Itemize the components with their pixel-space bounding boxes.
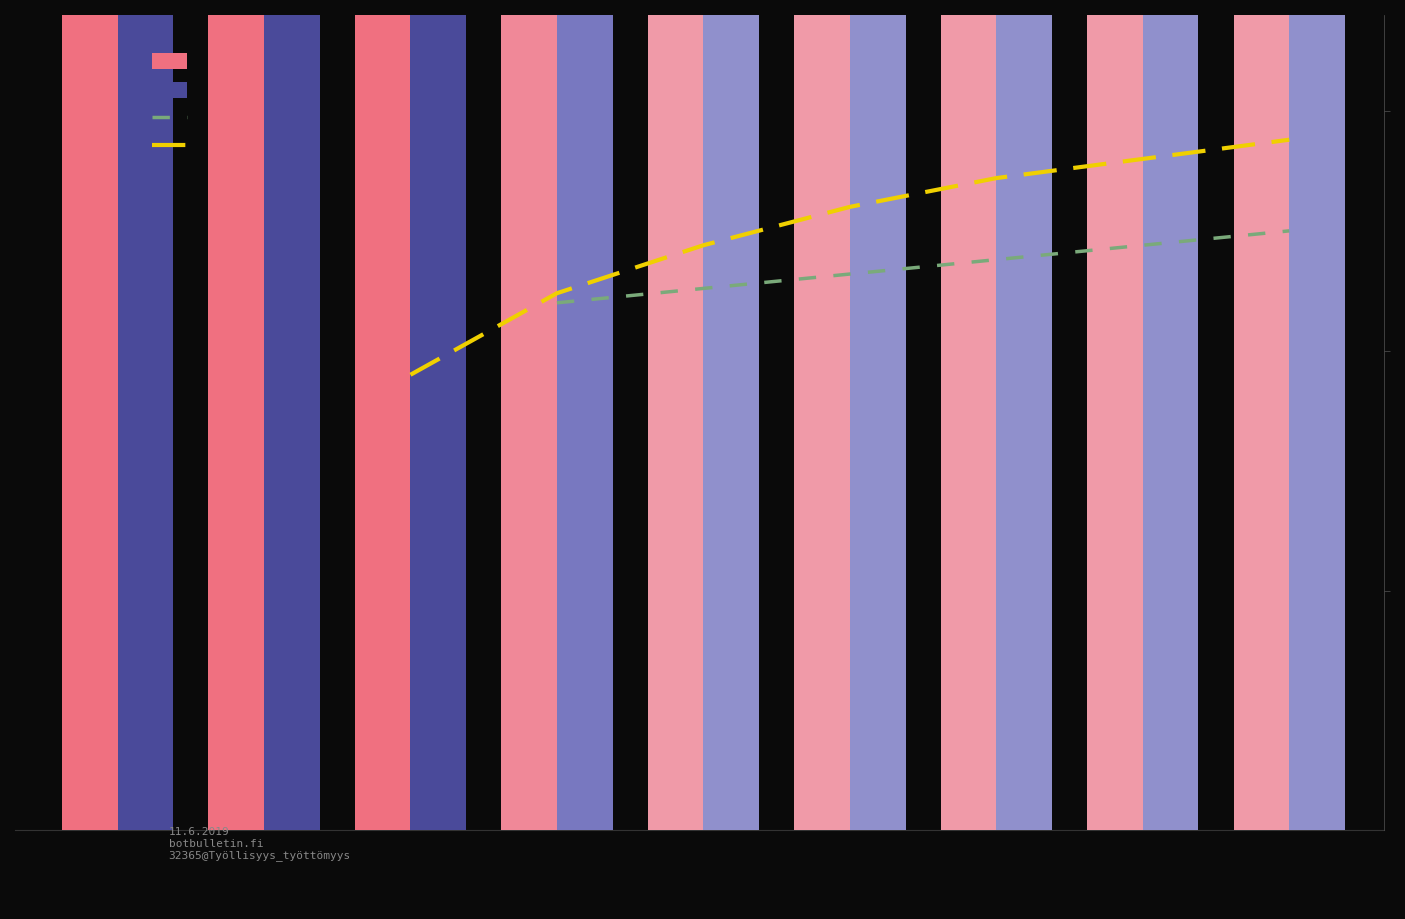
Bar [941,0,996,831]
Bar [264,0,320,831]
Bar [62,0,118,831]
Bar [502,0,556,831]
Bar [1234,0,1290,831]
Legend: , , , : , , , [145,46,205,162]
Bar [850,0,905,831]
Bar [704,0,759,831]
Text: 11.6.2019
botbulletin.fi
32365@Työllisyys_työttömyys: 11.6.2019 botbulletin.fi 32365@Työllisyy… [169,827,351,861]
Bar [1087,0,1142,831]
Bar [208,0,264,831]
Bar [996,0,1052,831]
Bar [794,0,850,831]
Bar [1142,0,1198,831]
Bar [648,0,704,831]
Bar [410,0,466,831]
Bar [118,0,173,831]
Bar [556,0,613,831]
Bar [1290,0,1345,831]
Bar [355,0,410,831]
